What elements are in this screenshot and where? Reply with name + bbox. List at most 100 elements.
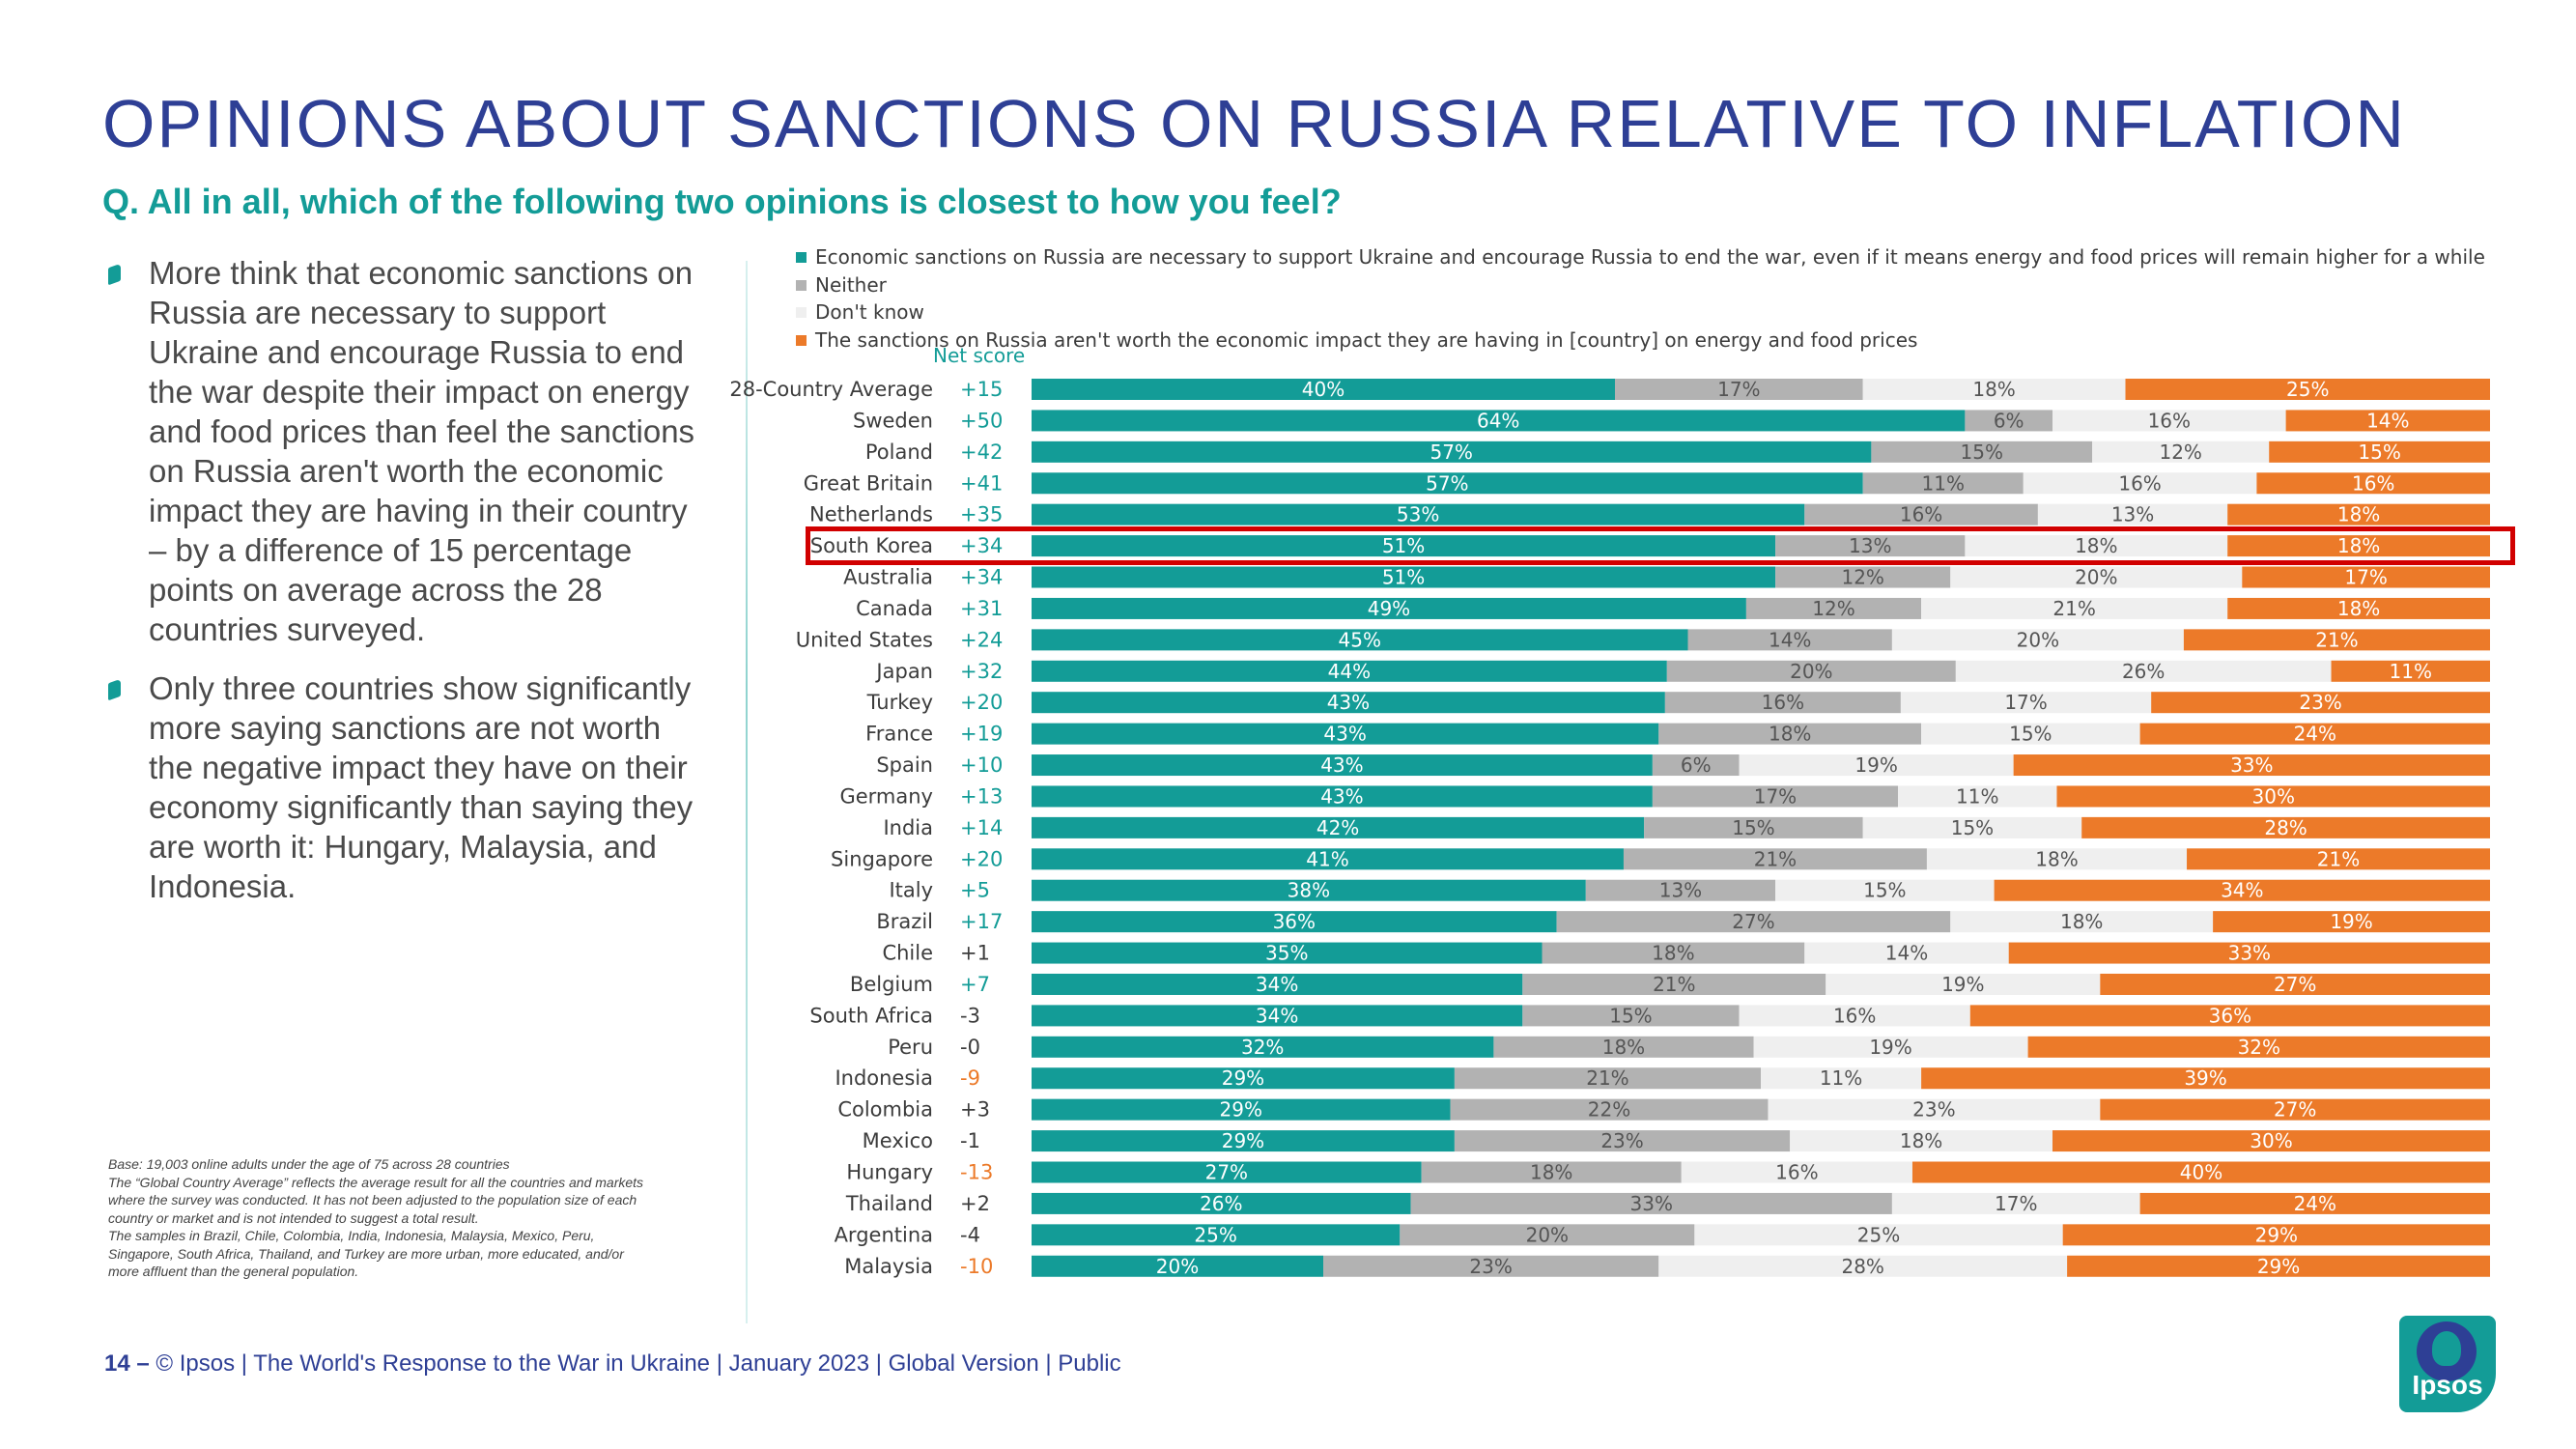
data-label: 11%: [2390, 660, 2432, 683]
data-label: 22%: [1588, 1098, 1630, 1122]
bar-segment-dont-know: [1753, 1036, 2028, 1058]
data-label: 18%: [2075, 534, 2117, 557]
key-findings: More think that economic sanctions on Ru…: [102, 253, 701, 925]
bar-segment-necessary: [1032, 723, 1659, 745]
bar-segment-not-worth: [2139, 723, 2490, 745]
bar-segment-not-worth: [2013, 754, 2490, 777]
data-label: 21%: [2315, 628, 2358, 651]
category-label: Brazil: [876, 910, 933, 933]
net-score-value: +34: [960, 534, 1003, 557]
data-label: 15%: [2358, 440, 2400, 464]
bar-segment-dont-know: [1739, 754, 2014, 777]
data-label: 41%: [1306, 847, 1348, 870]
bar-segment-dont-know: [1891, 1192, 2140, 1214]
data-label: 29%: [1222, 1066, 1264, 1090]
data-label: 44%: [1328, 660, 1371, 683]
bar-segment-neither: [1400, 1224, 1695, 1246]
bar-segment-neither: [1454, 1067, 1761, 1090]
data-label: 25%: [2286, 378, 2329, 401]
category-label: United States: [796, 628, 933, 651]
net-score-value: +3: [960, 1098, 990, 1122]
data-label: 15%: [1961, 440, 2003, 464]
net-score-value: +14: [960, 816, 1003, 839]
bar-segment-not-worth: [2242, 566, 2490, 588]
data-label: 21%: [2052, 597, 2095, 620]
divider-line: [746, 261, 748, 1323]
data-label: 12%: [1841, 566, 1883, 589]
net-score-value: +1: [960, 942, 990, 965]
data-label: 23%: [1600, 1129, 1643, 1152]
category-label: Indonesia: [835, 1066, 933, 1090]
bar-segment-neither: [1644, 816, 1863, 838]
bar-segment-neither: [1542, 942, 1805, 964]
bar-segment-dont-know: [1950, 566, 2243, 588]
net-score-value: +31: [960, 597, 1003, 620]
data-label: 25%: [1857, 1223, 1900, 1246]
data-label: 64%: [1477, 409, 1519, 432]
bar-segment-necessary: [1032, 879, 1586, 901]
bar-segment-neither: [1745, 597, 1922, 619]
data-label: 29%: [2257, 1255, 2300, 1278]
net-score-value: -3: [960, 1004, 980, 1027]
bar-segment-necessary: [1032, 566, 1776, 588]
category-label: Canada: [856, 597, 933, 620]
bar-segment-not-worth: [2227, 503, 2490, 526]
data-label: 20%: [2017, 628, 2059, 651]
bar-segment-necessary: [1032, 754, 1653, 777]
bar-segment-not-worth: [2331, 660, 2490, 682]
data-label: 17%: [1717, 378, 1760, 401]
bar-segment-necessary: [1032, 973, 1523, 995]
bar-segment-dont-know: [1921, 597, 2228, 619]
data-label: 30%: [2252, 784, 2295, 808]
bar-segment-not-worth: [2052, 1130, 2490, 1152]
data-label: 33%: [1630, 1192, 1673, 1215]
bar-segment-dont-know: [1804, 942, 2009, 964]
category-label: South Korea: [810, 534, 933, 557]
net-score-value: -9: [960, 1066, 980, 1090]
bar-segment-necessary: [1032, 1005, 1523, 1027]
bar-segment-dont-know: [1768, 1098, 2101, 1121]
category-label: Australia: [843, 566, 933, 589]
legend-swatch: [796, 307, 807, 318]
data-label: 14%: [1885, 942, 1928, 965]
bar-segment-not-worth: [2256, 472, 2490, 495]
data-label: 18%: [2337, 534, 2380, 557]
bar-segment-necessary: [1032, 1192, 1411, 1214]
data-label: 29%: [1222, 1129, 1264, 1152]
footer: 14 – © Ipsos | The World's Response to t…: [104, 1350, 1121, 1378]
bar-segment-neither: [1664, 692, 1901, 714]
bar-segment-not-worth: [2062, 1224, 2490, 1246]
bar-segment-necessary: [1032, 440, 1872, 463]
bar-segment-not-worth: [1969, 1005, 2490, 1027]
data-label: 20%: [1790, 660, 1832, 683]
bar-segment-dont-know: [1965, 535, 2228, 557]
data-label: 15%: [1732, 816, 1774, 839]
category-label: South Africa: [809, 1004, 933, 1027]
data-label: 18%: [2060, 910, 2103, 933]
bar-segment-dont-know: [1955, 660, 2332, 682]
bar-segment-necessary: [1032, 1255, 1323, 1277]
bar-segment-neither: [1493, 1036, 1754, 1058]
data-label: 32%: [1241, 1036, 1284, 1059]
bar-segment-necessary: [1032, 410, 1966, 432]
category-label: Hungary: [846, 1161, 933, 1184]
bar-segment-neither: [1965, 410, 2052, 432]
net-score-value: +24: [960, 628, 1003, 651]
data-label: 6%: [1681, 753, 1712, 777]
bar-segment-dont-know: [1658, 1255, 2068, 1277]
bar-segment-not-worth: [2227, 535, 2490, 557]
bar-segment-necessary: [1032, 816, 1645, 838]
bar-segment-necessary: [1032, 1067, 1455, 1090]
data-label: 15%: [1863, 879, 1906, 902]
net-score-value: +20: [960, 691, 1003, 714]
bar-segment-dont-know: [1862, 816, 2082, 838]
bar-segment-dont-know: [1950, 911, 2214, 933]
ipsos-logo: Ipsos: [2399, 1316, 2496, 1412]
bar-segment-neither: [1522, 1005, 1740, 1027]
data-label: 26%: [2122, 660, 2165, 683]
legend-item-not-worth: The sanctions on Russia aren't worth the…: [796, 327, 2485, 355]
bar-segment-necessary: [1032, 597, 1746, 619]
bar-segment-dont-know: [1761, 1067, 1922, 1090]
category-label: Poland: [865, 440, 933, 464]
